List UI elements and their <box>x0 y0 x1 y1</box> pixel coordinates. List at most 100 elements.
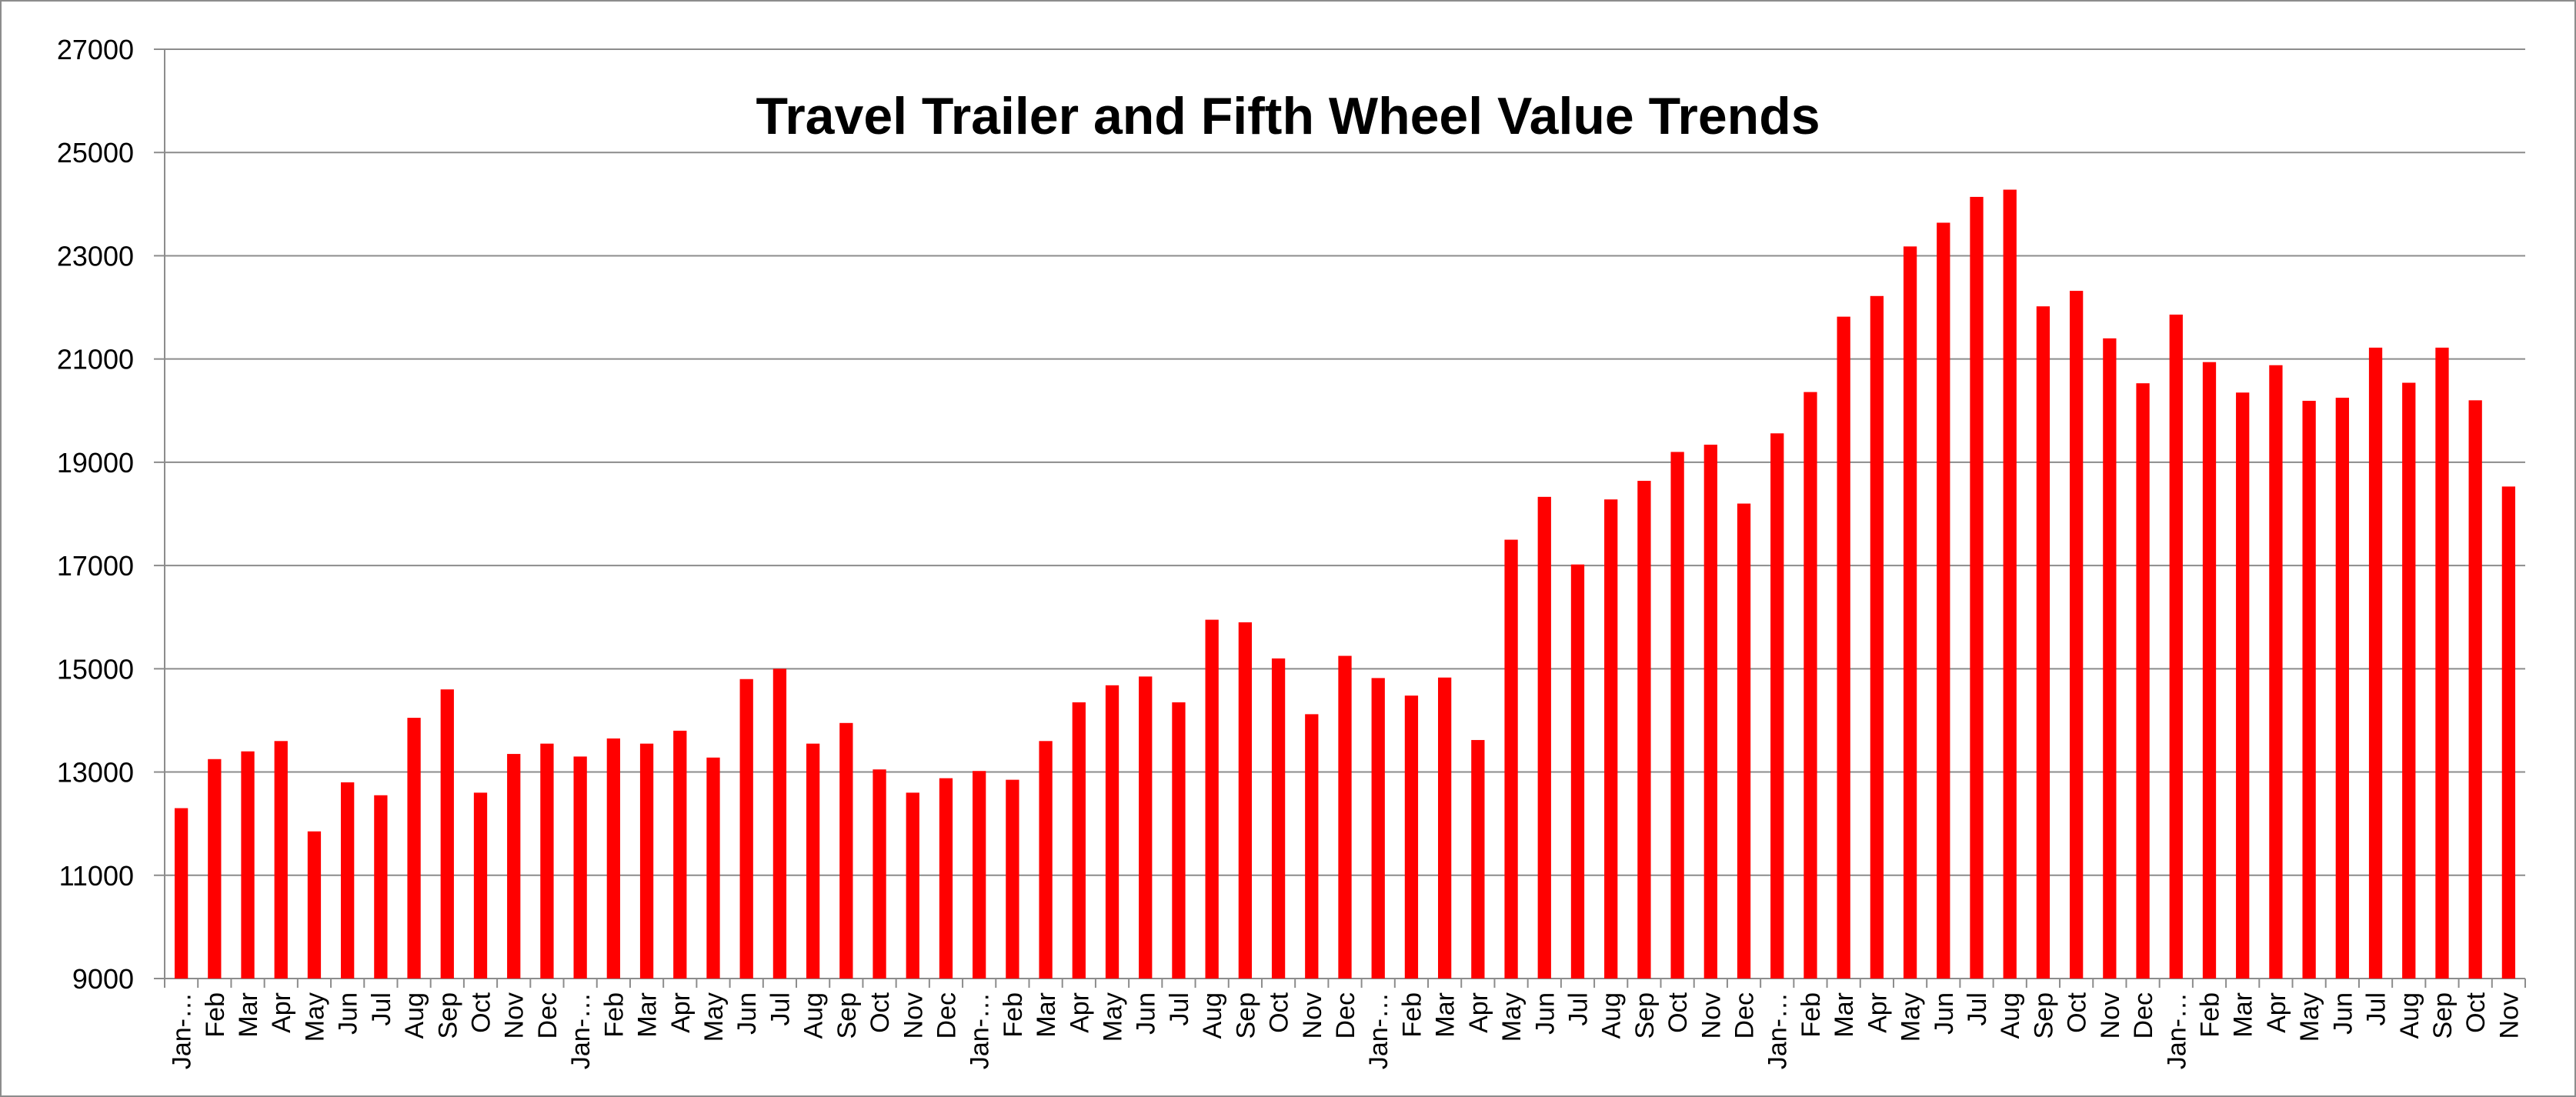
bar <box>839 722 853 979</box>
bar <box>1172 702 1186 979</box>
x-category-label: Dec <box>2129 992 2158 1039</box>
x-category-label: May <box>2295 992 2324 1042</box>
bar <box>540 743 554 979</box>
x-category-label: Oct <box>2063 992 2092 1032</box>
bar <box>507 754 521 979</box>
x-category-label: Jun <box>334 992 363 1035</box>
bar <box>2501 486 2516 979</box>
bar <box>2236 392 2250 979</box>
bar <box>208 759 222 979</box>
bar <box>1404 695 1419 979</box>
bar <box>473 792 488 979</box>
x-category-label: Jun <box>2328 992 2357 1035</box>
x-category-label: Jan-… <box>168 992 197 1069</box>
x-category-label: Mar <box>1431 992 1460 1038</box>
x-category-label: Jun <box>1930 992 1959 1035</box>
bar <box>2402 382 2416 979</box>
x-category-label: Mar <box>1032 992 1061 1038</box>
x-category-label: May <box>300 992 329 1042</box>
bar <box>1006 779 1019 979</box>
bar <box>1139 676 1153 979</box>
grid-lines <box>165 48 2525 876</box>
x-category-label: Apr <box>267 992 296 1033</box>
x-category-label: Apr <box>1863 992 1892 1033</box>
bar <box>307 831 322 979</box>
bar <box>407 718 421 979</box>
bar <box>1804 392 1817 979</box>
x-category-label: Apr <box>1065 992 1094 1033</box>
x-category-label: Sep <box>2428 992 2458 1039</box>
y-tick-label: 25000 <box>57 137 134 168</box>
x-category-label: Mar <box>633 992 662 1038</box>
x-category-label: Oct <box>2461 992 2491 1032</box>
x-category-label: Oct <box>866 992 895 1032</box>
bar <box>1737 503 1751 979</box>
bar <box>1637 481 1651 979</box>
bar <box>573 756 587 979</box>
bar <box>2202 362 2217 979</box>
bar <box>1105 685 1119 979</box>
bar <box>606 738 620 979</box>
bar <box>1305 714 1319 979</box>
x-category-label: Sep <box>433 992 462 1039</box>
x-category-label: May <box>699 992 729 1042</box>
x-category-label: Dec <box>533 992 562 1039</box>
bar <box>1205 619 1219 979</box>
y-tick-label: 27000 <box>57 34 134 65</box>
bar <box>174 808 189 979</box>
y-tick-label: 9000 <box>72 963 134 995</box>
bar <box>873 769 886 979</box>
x-category-labels: Jan-… Feb Mar Apr May Jun Jul Aug Sep Oct Nov Dec Ja… <box>168 992 2524 1069</box>
x-category-label: Jul <box>766 992 795 1025</box>
x-category-label: Dec <box>1730 992 1760 1039</box>
bar <box>973 771 986 979</box>
bar <box>2070 291 2084 979</box>
bar <box>374 795 388 979</box>
x-category-label: Jul <box>1165 992 1194 1025</box>
x-category-label: Sep <box>1231 992 1260 1039</box>
y-tick-label: 17000 <box>57 550 134 582</box>
bar <box>341 782 355 979</box>
bar <box>1238 622 1253 979</box>
x-category-label: Aug <box>1996 992 2025 1039</box>
bar <box>1604 499 1618 979</box>
x-category-label: Jul <box>1563 992 1593 1025</box>
x-category-label: Sep <box>1630 992 1660 1039</box>
bar <box>2103 338 2117 979</box>
x-category-label: Jan-… <box>1763 992 1793 1069</box>
x-category-label: Oct <box>1265 992 1294 1032</box>
x-category-label: Feb <box>1397 992 1426 1038</box>
x-category-label: Mar <box>1830 992 1859 1038</box>
bar <box>673 730 687 979</box>
bar <box>1570 564 1585 979</box>
bar <box>2468 400 2482 979</box>
bars <box>174 189 2516 979</box>
bar <box>2003 189 2017 979</box>
bar <box>1371 678 1385 979</box>
bar <box>440 689 454 979</box>
y-tick-label: 19000 <box>57 447 134 478</box>
x-category-label: Jan-… <box>966 992 995 1069</box>
x-category-label: Jul <box>367 992 396 1025</box>
bar <box>2335 398 2349 979</box>
bar <box>1870 295 1884 979</box>
x-category-label: Sep <box>2029 992 2058 1039</box>
x-category-label: Jan-… <box>566 992 596 1069</box>
chart-title: Travel Trailer and Fifth Wheel Value Tre… <box>756 87 1820 145</box>
bar <box>2368 347 2383 979</box>
x-category-label: Oct <box>467 992 496 1032</box>
bar <box>706 757 720 979</box>
x-category-label: Jul <box>2362 992 2391 1025</box>
bar <box>2302 401 2316 979</box>
bar <box>1937 222 1950 979</box>
x-category-label: Aug <box>799 992 829 1039</box>
bar <box>2269 365 2283 979</box>
bar <box>274 741 288 979</box>
bar <box>2169 314 2183 979</box>
bar <box>1271 658 1286 979</box>
bar <box>639 743 654 979</box>
x-category-label: Nov <box>2096 992 2125 1039</box>
x-category-label: Aug <box>1198 992 1227 1039</box>
bar <box>1039 741 1053 979</box>
